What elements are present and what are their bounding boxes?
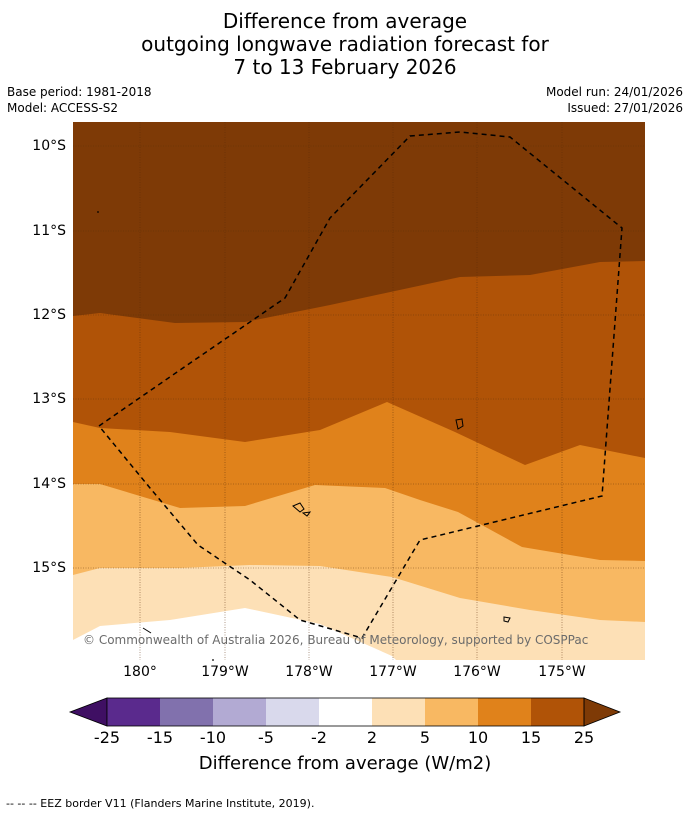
copyright-notice: © Commonwealth of Australia 2026, Bureau… — [83, 633, 589, 647]
colorbar-below-extension — [68, 697, 108, 727]
island-southwest — [142, 627, 152, 634]
map-tick-marks — [97, 211, 214, 661]
lat-label-15s: 15°S — [32, 560, 66, 576]
colorbar-above-extension — [583, 697, 622, 727]
colorbar-tick-2: 2 — [366, 728, 378, 747]
colorbar-tick-neg2: -2 — [311, 728, 327, 747]
colorbar-bin-5-10 — [425, 698, 478, 726]
colorbar-tick-neg5: -5 — [258, 728, 274, 747]
lat-label-11s: 11°S — [32, 223, 66, 239]
lon-label-176w: 176°W — [453, 664, 501, 680]
lat-label-13s: 13°S — [32, 391, 66, 407]
title-line-1: Difference from average — [222, 9, 468, 33]
lon-label-177w: 177°W — [369, 664, 417, 680]
title-line-3: 7 to 13 February 2026 — [233, 55, 457, 79]
colorbar-bin-2-5 — [372, 698, 425, 726]
colorbar — [68, 697, 622, 727]
lon-label-178w: 178°W — [285, 664, 333, 680]
colorbar-bin-neg2-2 — [319, 698, 372, 726]
colorbar-tick-neg15: -15 — [146, 728, 174, 747]
title-line-2: outgoing longwave radiation forecast for — [141, 32, 549, 56]
lat-label-14s: 14°S — [32, 476, 66, 492]
lon-label-180: 180° — [123, 664, 157, 680]
islands — [142, 418, 511, 634]
base-period: Base period: 1981-2018 — [7, 85, 152, 99]
graticule — [73, 122, 645, 660]
island-wallis — [292, 502, 305, 513]
colorbar-tick-neg10: -10 — [199, 728, 227, 747]
lat-label-12s: 12°S — [32, 307, 66, 323]
island-north — [455, 418, 464, 430]
island-futuna-islet — [301, 511, 312, 517]
colorbar-bin-neg25-neg15 — [107, 698, 160, 726]
map-area — [73, 122, 645, 660]
lat-label-10s: 10°S — [32, 138, 66, 154]
island-south — [503, 616, 511, 623]
colorbar-bin-10-15 — [478, 698, 531, 726]
anomaly-band-near-zero — [73, 608, 396, 660]
lon-label-179w: 179°W — [201, 664, 249, 680]
colorbar-bin-neg5-neg2 — [266, 698, 319, 726]
colorbar-tick-10: 10 — [467, 728, 489, 747]
colorbar-tick-15: 15 — [520, 728, 542, 747]
eez-footnote: -- -- -- EEZ border V11 (Flanders Marine… — [6, 797, 315, 810]
colorbar-tick-neg25: -25 — [93, 728, 121, 747]
colorbar-bin-neg15-neg10 — [160, 698, 213, 726]
model-run-date: Model run: 24/01/2026 — [545, 85, 683, 99]
eez-border — [97, 131, 623, 639]
colorbar-tick-25: 25 — [573, 728, 595, 747]
colorbar-bin-15-25 — [531, 698, 584, 726]
model-name: Model: ACCESS-S2 — [7, 101, 119, 115]
lon-label-175w: 175°W — [538, 664, 586, 680]
issued-date: Issued: 27/01/2026 — [567, 101, 683, 115]
colorbar-tick-5: 5 — [419, 728, 431, 747]
colorbar-title: Difference from average (W/m2) — [198, 753, 492, 774]
colorbar-bin-neg10-neg5 — [213, 698, 266, 726]
colorbar-outline — [106, 697, 585, 727]
